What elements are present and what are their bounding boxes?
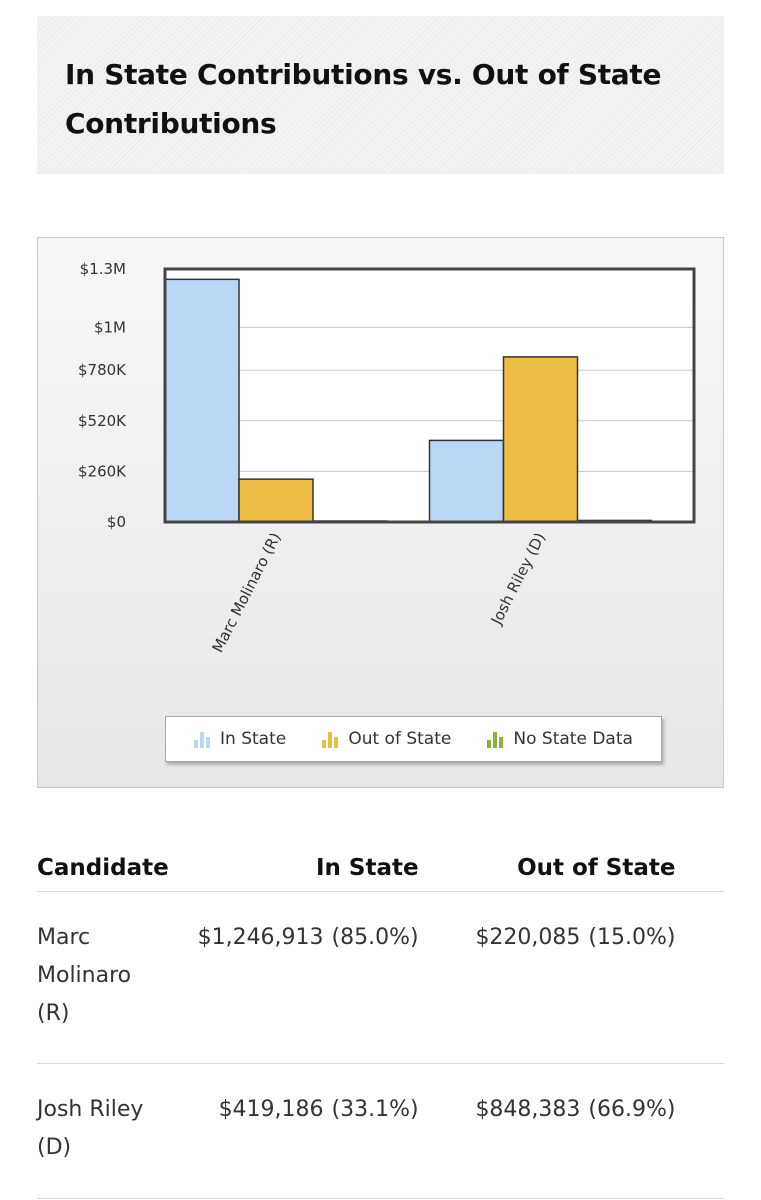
out-of-state-percent: (15.0%) — [588, 925, 676, 950]
bar-chart: $0 $260K $520K $780K $1M $1.3M Marc Molinaro (… — [78, 260, 696, 656]
bar-chart-icon — [194, 730, 211, 748]
bar — [428, 439, 505, 523]
column-spacer — [675, 1063, 724, 1199]
legend-label: No State Data — [513, 729, 633, 749]
y-tick-label: $1M — [94, 318, 126, 336]
column-header-in-state: In State — [168, 845, 419, 892]
candidate-name: Josh Riley (D) — [37, 1063, 169, 1199]
column-spacer — [675, 845, 724, 892]
legend-item-in-state[interactable]: In State — [194, 729, 286, 749]
contributions-table: Candidate In State Out of State Marc Mol… — [37, 845, 724, 1199]
in-state-amount: $419,186 — [218, 1097, 324, 1122]
plot-border — [163, 267, 696, 524]
in-state-percent: (33.1%) — [331, 1097, 419, 1122]
in-state-cell: $1,246,913 (85.0%) — [168, 891, 419, 1064]
candidate-name: Marc Molinaro (R) — [37, 891, 169, 1064]
column-header-out-of-state: Out of State — [418, 845, 676, 892]
legend-item-out-of-state[interactable]: Out of State — [322, 729, 451, 749]
legend-label: In State — [220, 729, 287, 749]
bar — [238, 478, 314, 523]
chart-legend: In State Out of State No State Data — [165, 716, 662, 762]
out-of-state-amount: $220,085 — [475, 925, 581, 950]
x-tick-label: Marc Molinaro (R) — [209, 530, 285, 656]
bar — [502, 356, 579, 523]
chart-panel: $0 $260K $520K $780K $1M $1.3M Marc Molinaro (… — [37, 237, 724, 788]
bar-chart-icon — [487, 730, 504, 748]
out-of-state-cell: $220,085 (15.0%) — [418, 891, 676, 1064]
y-tick-label: $520K — [78, 412, 127, 430]
table-header-row: Candidate In State Out of State — [37, 845, 724, 892]
column-spacer — [675, 891, 724, 1064]
in-state-amount: $1,246,913 — [197, 925, 324, 950]
x-tick-label: Josh Riley (D) — [487, 530, 549, 629]
title-box: In State Contributions vs. Out of State … — [37, 16, 724, 174]
out-of-state-cell: $848,383 (66.9%) — [418, 1063, 676, 1199]
y-tick-label: $260K — [78, 462, 127, 480]
y-tick-label: $780K — [78, 361, 127, 379]
y-tick-label: $1.3M — [80, 260, 126, 278]
page-title: In State Contributions vs. Out of State … — [65, 58, 662, 140]
in-state-cell: $419,186 (33.1%) — [168, 1063, 419, 1199]
legend-label: Out of State — [348, 729, 452, 749]
table-row: Marc Molinaro (R) $1,246,913 (85.0%) $220… — [37, 891, 724, 1064]
out-of-state-percent: (66.9%) — [588, 1097, 676, 1122]
y-tick-label: $0 — [107, 513, 126, 531]
column-header-candidate: Candidate — [37, 845, 169, 892]
bar — [164, 278, 240, 523]
legend-item-no-state-data[interactable]: No State Data — [487, 729, 633, 749]
table-row: Josh Riley (D) $419,186 (33.1%) $848,383 (… — [37, 1063, 724, 1199]
bar-chart-icon — [322, 730, 339, 748]
out-of-state-amount: $848,383 — [475, 1097, 581, 1122]
in-state-percent: (85.0%) — [331, 925, 419, 950]
